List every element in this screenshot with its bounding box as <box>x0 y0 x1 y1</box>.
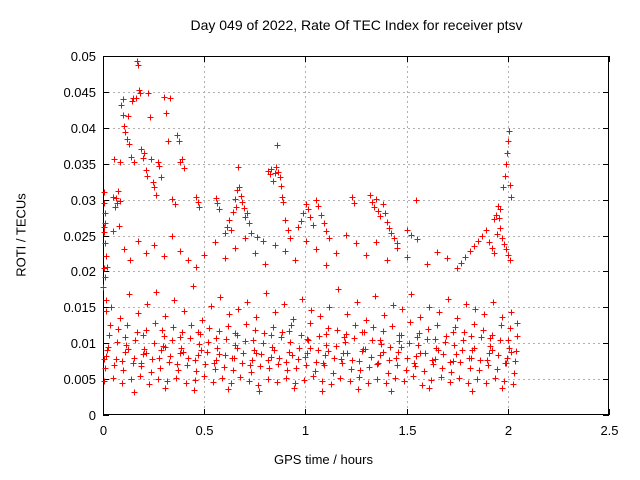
axis-ticks <box>103 56 610 416</box>
y-tick-label: 0.025 <box>63 228 96 244</box>
grid-lines <box>103 56 609 415</box>
y-tick-label: 0.02 <box>70 263 96 279</box>
y-tick-label: 0.035 <box>63 156 96 172</box>
x-tick-label: 0.5 <box>195 423 214 438</box>
x-tick-label: 2 <box>504 423 513 438</box>
y-tick-label: 0.03 <box>70 192 96 208</box>
plot-border <box>103 56 609 415</box>
scatter-points <box>100 58 521 396</box>
chart-title: Day 049 of 2022, Rate Of TEC Index for r… <box>190 17 523 33</box>
x-axis-title: GPS time / hours <box>274 452 373 467</box>
x-tick-label: 1 <box>301 423 310 438</box>
x-tick-label: 0 <box>99 423 108 438</box>
y-tick-label: 0.045 <box>63 84 96 100</box>
x-tick-label: 2.5 <box>600 423 619 438</box>
y-tick-label: 0.01 <box>70 335 96 351</box>
y-tick-label: 0.04 <box>70 120 96 136</box>
y-tick-label: 0.015 <box>63 299 96 315</box>
y-tick-label: 0.005 <box>63 371 96 387</box>
x-tick-label: 1.5 <box>398 423 417 438</box>
y-tick-label: 0.05 <box>70 48 96 64</box>
y-tick-label: 0 <box>88 407 96 423</box>
